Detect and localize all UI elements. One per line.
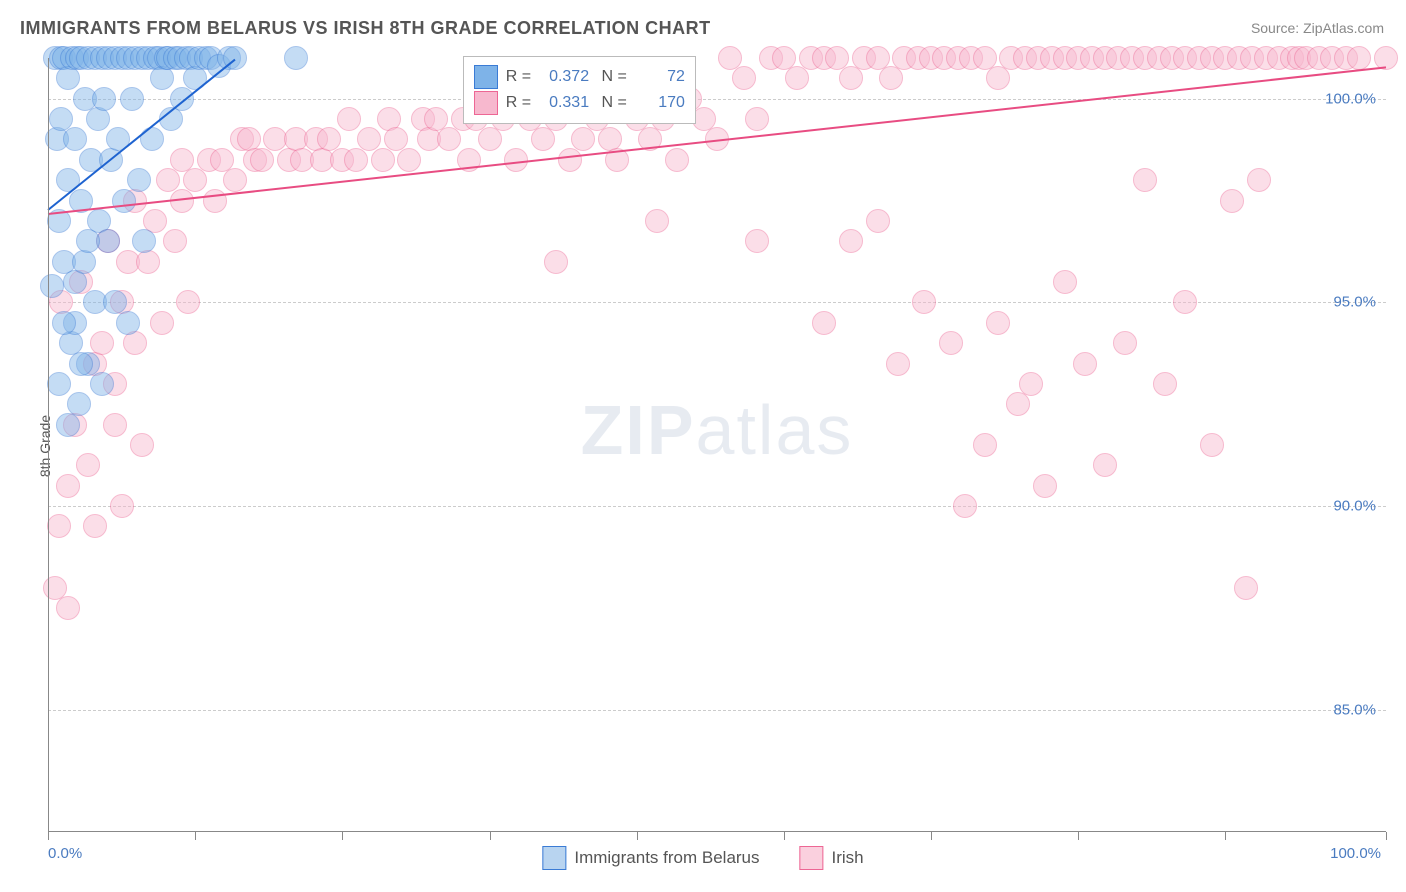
x-tick bbox=[931, 832, 932, 840]
x-tick bbox=[48, 832, 49, 840]
legend-label: Irish bbox=[832, 848, 864, 868]
x-tick bbox=[1386, 832, 1387, 840]
bottom-legend: Immigrants from Belarus Irish bbox=[542, 846, 863, 870]
x-tick bbox=[195, 832, 196, 840]
source-attribution: Source: ZipAtlas.com bbox=[1251, 20, 1384, 36]
x-tick bbox=[490, 832, 491, 840]
legend-swatch bbox=[542, 846, 566, 870]
legend-item: Irish bbox=[800, 846, 864, 870]
legend-label: Immigrants from Belarus bbox=[574, 848, 759, 868]
x-min-label: 0.0% bbox=[48, 845, 82, 862]
x-tick bbox=[1078, 832, 1079, 840]
x-tick bbox=[784, 832, 785, 840]
x-tick bbox=[342, 832, 343, 840]
legend-item: Immigrants from Belarus bbox=[542, 846, 759, 870]
x-tick bbox=[637, 832, 638, 840]
x-tick bbox=[1225, 832, 1226, 840]
chart-frame bbox=[48, 58, 1386, 832]
legend-swatch bbox=[800, 846, 824, 870]
x-max-label: 100.0% bbox=[1330, 845, 1381, 862]
chart-title: IMMIGRANTS FROM BELARUS VS IRISH 8TH GRA… bbox=[20, 18, 711, 39]
